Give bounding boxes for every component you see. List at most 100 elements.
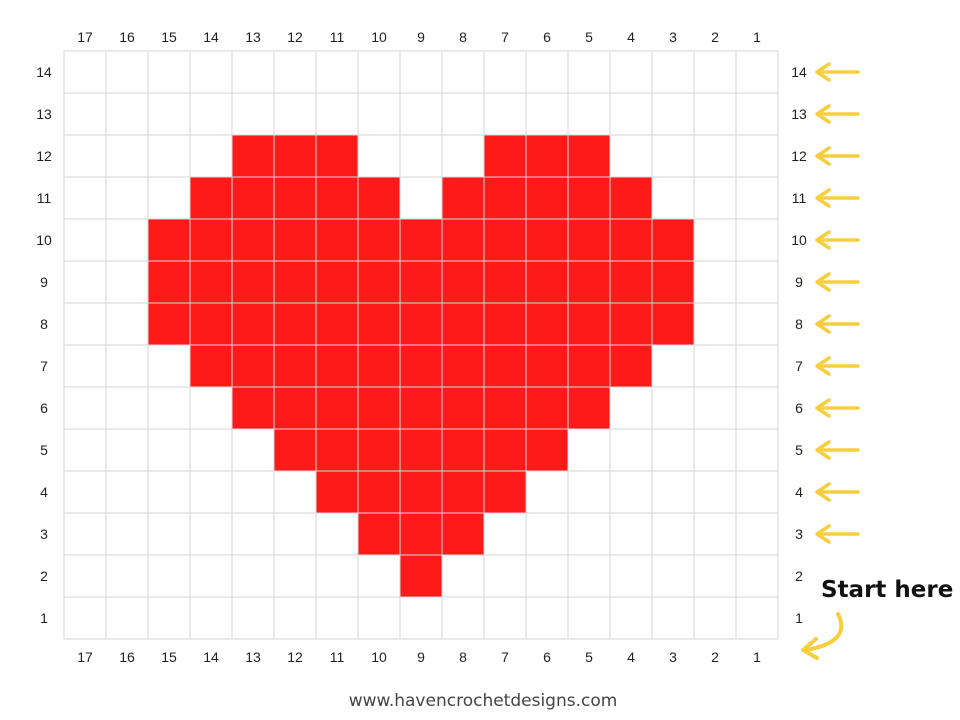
row-label-right: 4 — [795, 484, 803, 500]
filled-cell — [190, 303, 232, 345]
filled-cell — [358, 429, 400, 471]
column-label-top: 2 — [711, 29, 719, 45]
column-label-top: 4 — [627, 29, 635, 45]
row-label-left: 2 — [40, 568, 48, 584]
arrow-left-icon — [815, 314, 860, 334]
filled-cell — [232, 303, 274, 345]
filled-cell — [610, 261, 652, 303]
filled-cell — [484, 303, 526, 345]
filled-cell — [316, 177, 358, 219]
column-label-top: 1 — [753, 29, 761, 45]
row-label-left: 10 — [36, 232, 52, 248]
filled-cell — [568, 303, 610, 345]
filled-cell — [568, 261, 610, 303]
row-label-left: 8 — [40, 316, 48, 332]
arrow-left-icon — [815, 356, 860, 376]
row-label-left: 3 — [40, 526, 48, 542]
row-label-left: 12 — [36, 148, 52, 164]
filled-cell — [400, 387, 442, 429]
row-label-right: 6 — [795, 400, 803, 416]
filled-cell — [568, 219, 610, 261]
column-label-bottom: 5 — [585, 649, 593, 665]
arrow-left-icon — [815, 146, 860, 166]
filled-cell — [358, 387, 400, 429]
filled-cell — [316, 387, 358, 429]
column-label-bottom: 9 — [417, 649, 425, 665]
row-label-left: 11 — [37, 190, 52, 206]
filled-cell — [610, 345, 652, 387]
filled-cell — [316, 471, 358, 513]
row-label-right: 2 — [795, 568, 803, 584]
filled-cell — [358, 513, 400, 555]
column-label-bottom: 16 — [119, 649, 135, 665]
row-label-right: 5 — [795, 442, 803, 458]
column-label-bottom: 8 — [459, 649, 467, 665]
filled-cell — [442, 429, 484, 471]
row-label-right: 11 — [792, 190, 807, 206]
start-here-label: Start here — [821, 577, 953, 603]
filled-cell — [526, 387, 568, 429]
column-label-top: 15 — [161, 29, 177, 45]
column-label-bottom: 13 — [245, 649, 261, 665]
grid-labels: 1717161615151414131312121111101099887766… — [36, 29, 807, 665]
filled-cell — [526, 429, 568, 471]
column-label-top: 17 — [77, 29, 93, 45]
column-label-top: 12 — [287, 29, 303, 45]
column-label-top: 16 — [119, 29, 135, 45]
filled-cell — [400, 555, 442, 597]
column-label-bottom: 4 — [627, 649, 635, 665]
filled-cell — [274, 219, 316, 261]
filled-cell — [442, 261, 484, 303]
filled-cell — [148, 219, 190, 261]
column-label-bottom: 10 — [371, 649, 387, 665]
row-label-left: 13 — [36, 106, 52, 122]
filled-cell — [274, 177, 316, 219]
filled-cell — [274, 429, 316, 471]
row-label-left: 4 — [40, 484, 48, 500]
filled-cell — [400, 471, 442, 513]
filled-cell — [652, 303, 694, 345]
filled-cell — [526, 261, 568, 303]
column-label-bottom: 15 — [161, 649, 177, 665]
row-label-left: 9 — [40, 274, 48, 290]
filled-cell — [484, 135, 526, 177]
row-label-right: 1 — [795, 610, 803, 626]
filled-cell — [652, 261, 694, 303]
row-label-left: 5 — [40, 442, 48, 458]
column-label-bottom: 6 — [543, 649, 551, 665]
filled-cell — [652, 219, 694, 261]
filled-cell — [316, 261, 358, 303]
filled-cell — [442, 471, 484, 513]
filled-cell — [190, 261, 232, 303]
filled-cell — [526, 345, 568, 387]
filled-cell — [232, 261, 274, 303]
row-label-left: 14 — [36, 64, 52, 80]
arrow-left-icon — [815, 104, 860, 124]
filled-cell — [526, 177, 568, 219]
filled-cell — [400, 219, 442, 261]
filled-cell — [274, 387, 316, 429]
column-label-top: 3 — [669, 29, 677, 45]
filled-cell — [232, 219, 274, 261]
arrow-left-icon — [815, 272, 860, 292]
filled-cell — [568, 345, 610, 387]
column-label-top: 14 — [203, 29, 219, 45]
row-arrows — [815, 62, 860, 544]
filled-cell — [358, 261, 400, 303]
filled-cell — [316, 303, 358, 345]
filled-cell — [232, 177, 274, 219]
row-label-left: 6 — [40, 400, 48, 416]
filled-cell — [190, 219, 232, 261]
column-label-bottom: 3 — [669, 649, 677, 665]
row-label-right: 9 — [795, 274, 803, 290]
filled-cell — [274, 135, 316, 177]
filled-cell — [610, 219, 652, 261]
filled-cell — [442, 177, 484, 219]
filled-cell — [568, 177, 610, 219]
filled-cell — [316, 219, 358, 261]
filled-cell — [358, 345, 400, 387]
row-label-right: 8 — [795, 316, 803, 332]
column-label-top: 11 — [330, 29, 345, 45]
grid-cells — [148, 135, 694, 597]
